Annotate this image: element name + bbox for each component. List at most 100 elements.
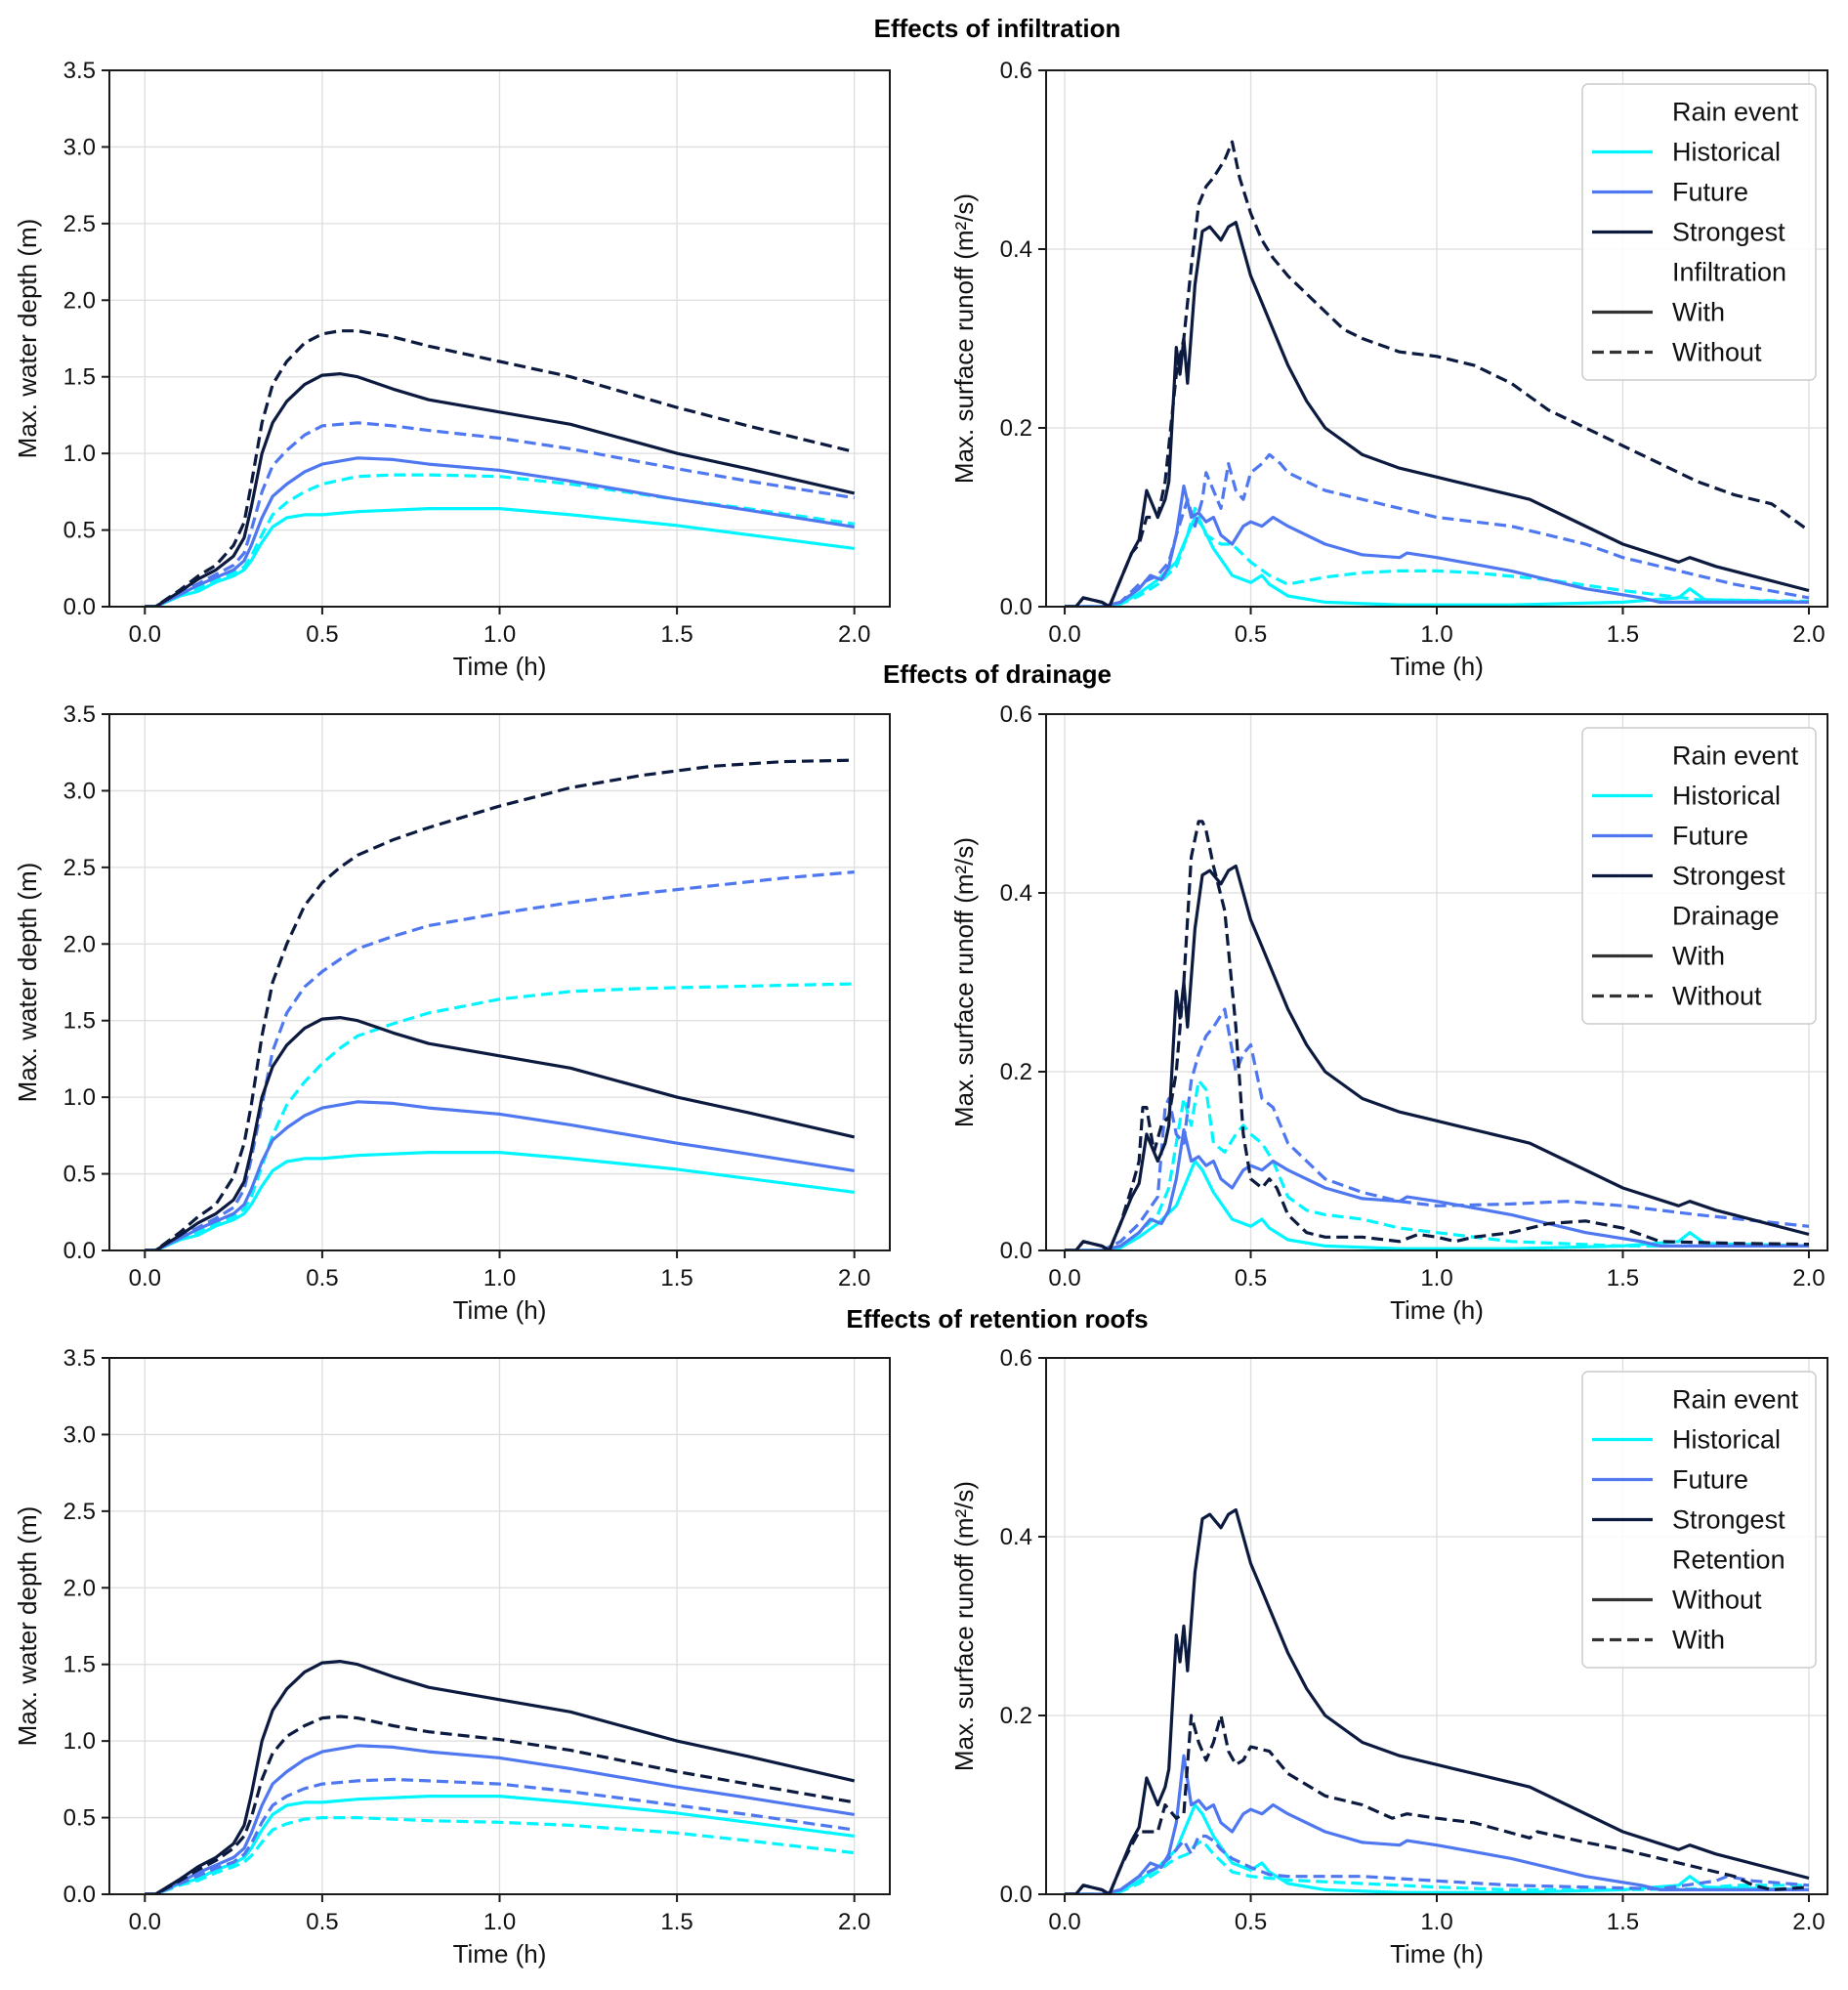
series-line-strongest-solid <box>145 1015 856 1250</box>
y-axis-label: Max. water depth (m) <box>13 219 42 459</box>
series-line-strongest-solid <box>145 372 856 607</box>
y-axis-label: Max. surface runoff (m²/s) <box>949 1481 979 1771</box>
x-tick-label: 1.0 <box>1420 1265 1452 1291</box>
y-tick-label: 0.0 <box>63 594 96 620</box>
legend-label-without: Without <box>1672 1586 1762 1615</box>
series-line-historical-solid <box>145 1150 855 1250</box>
series-line-historical-solid <box>1065 515 1810 607</box>
y-tick-label: 0.0 <box>63 1882 96 1908</box>
y-tick-label: 0.5 <box>63 1162 96 1188</box>
legend-label-future: Future <box>1672 178 1748 207</box>
series-line-historical-dashed <box>1065 1079 1809 1250</box>
x-tick-label: 0.0 <box>1048 1909 1080 1935</box>
legend-label-drainage: Drainage <box>1672 902 1780 931</box>
x-tick-label: 1.5 <box>660 1265 693 1291</box>
x-tick-label: 1.5 <box>1607 1909 1639 1935</box>
legend-label-rain-event: Rain event <box>1672 98 1799 127</box>
y-axis-label: Max. water depth (m) <box>13 1506 42 1747</box>
series-line-future-solid <box>145 1744 855 1894</box>
series-line-future-solid <box>1065 484 1809 607</box>
series-line-historical-dashed <box>145 1815 855 1894</box>
legend: Rain event Historical Future Strongest Drain… <box>1581 727 1817 1025</box>
series-line-future-dashed <box>145 421 855 607</box>
series-line-future-solid <box>1065 1754 1809 1894</box>
panel-infiltration-runoff: 0.0 0.5 1.0 1.5 2.0 0.0 0.2 0.4 0.6 Time (h) Max. … <box>949 58 1828 681</box>
panel-retention-runoff: 0.0 0.5 1.0 1.5 2.0 0.0 0.2 0.4 0.6 Time (h) Max. … <box>949 1345 1828 1969</box>
y-tick-label: 1.0 <box>63 441 96 467</box>
series-group <box>1065 1507 1810 1894</box>
series-line-strongest-dashed <box>1065 140 1810 607</box>
x-tick-label: 1.0 <box>1420 621 1452 648</box>
y-tick-label: 1.5 <box>63 1652 96 1678</box>
y-axis-label: Max. surface runoff (m²/s) <box>949 193 979 484</box>
x-tick-label: 2.0 <box>1792 621 1825 648</box>
y-tick-label: 0.6 <box>1000 58 1032 84</box>
x-tick-label: 0.5 <box>306 1265 338 1291</box>
series-line-historical-dashed <box>1065 506 1810 607</box>
y-tick-label: 0.2 <box>1000 415 1032 442</box>
x-axis-label: Time (h) <box>1390 652 1484 681</box>
legend-label-future: Future <box>1672 1465 1748 1495</box>
legend-label-without: Without <box>1672 982 1762 1011</box>
legend-label-rain-event: Rain event <box>1672 741 1799 771</box>
legend-label-strongest: Strongest <box>1672 1505 1785 1535</box>
x-axis-label: Time (h) <box>453 1939 547 1969</box>
x-tick-label: 2.0 <box>838 621 870 648</box>
y-tick-label: 0.4 <box>1000 880 1032 907</box>
row-title-drainage: Effects of drainage <box>883 659 1112 689</box>
y-tick-label: 0.0 <box>1000 594 1032 620</box>
x-tick-label: 0.5 <box>306 621 338 648</box>
x-tick-label: 1.0 <box>483 621 516 648</box>
y-tick-label: 2.5 <box>63 855 96 881</box>
series-line-future-dashed <box>145 870 855 1250</box>
x-tick-label: 2.0 <box>838 1909 870 1935</box>
y-tick-label: 0.5 <box>63 1805 96 1832</box>
legend-label-historical: Historical <box>1672 138 1781 167</box>
series-line-future-dashed <box>1065 1007 1810 1250</box>
series-line-strongest-dashed <box>1065 1714 1810 1894</box>
y-axis-label: Max. surface runoff (m²/s) <box>949 837 979 1127</box>
y-tick-label: 0.4 <box>1000 1524 1032 1550</box>
series-line-future-solid <box>145 1100 855 1250</box>
series-line-historical-solid <box>145 1794 855 1894</box>
legend-label-historical: Historical <box>1672 782 1781 811</box>
y-tick-label: 3.5 <box>63 1345 96 1372</box>
series-group <box>1065 140 1810 607</box>
y-tick-label: 3.0 <box>63 134 96 160</box>
y-tick-label: 0.2 <box>1000 1059 1032 1085</box>
legend-label-with: With <box>1672 298 1725 327</box>
x-tick-label: 1.0 <box>1420 1909 1452 1935</box>
series-line-historical-dashed <box>145 473 855 607</box>
y-tick-label: 2.0 <box>63 1575 96 1601</box>
x-tick-label: 0.5 <box>1235 1909 1267 1935</box>
y-tick-label: 3.5 <box>63 701 96 728</box>
x-axis-label: Time (h) <box>453 1295 547 1325</box>
series-line-historical-solid <box>145 506 855 607</box>
x-tick-label: 0.5 <box>1235 621 1267 648</box>
series-line-strongest-dashed <box>1065 820 1810 1250</box>
series-line-strongest-solid <box>145 1659 856 1894</box>
legend: Rain event Historical Future Strongest Infil… <box>1581 83 1817 381</box>
legend-label-historical: Historical <box>1672 1425 1781 1455</box>
y-tick-label: 0.0 <box>1000 1882 1032 1908</box>
y-tick-label: 2.0 <box>63 931 96 957</box>
series-group <box>1065 820 1810 1250</box>
panel-drainage-depth: 0.0 0.5 1.0 1.5 2.0 0.0 0.5 1.0 1.5 2.0 2.5 3.0 3.5 T… <box>13 701 891 1325</box>
y-tick-label: 3.0 <box>63 1421 96 1448</box>
y-tick-label: 0.4 <box>1000 236 1032 263</box>
series-group <box>145 1659 856 1894</box>
y-tick-label: 1.5 <box>63 364 96 391</box>
legend-label-with: With <box>1672 942 1725 971</box>
series-line-historical-dashed <box>1065 1839 1809 1894</box>
x-axis-label: Time (h) <box>1390 1295 1484 1325</box>
series-group <box>145 758 856 1250</box>
series-line-strongest-dashed <box>145 758 855 1250</box>
legend-label-future: Future <box>1672 822 1748 851</box>
legend-label-retention: Retention <box>1672 1545 1785 1575</box>
y-tick-label: 0.5 <box>63 518 96 544</box>
x-tick-label: 2.0 <box>1792 1265 1825 1291</box>
series-line-strongest-dashed <box>145 1715 855 1894</box>
x-tick-label: 1.5 <box>660 621 693 648</box>
panel-infiltration-depth: 0.0 0.5 1.0 1.5 2.0 0.0 0.5 1.0 1.5 2.0 2.5 3.0 3.5 T… <box>13 58 891 681</box>
